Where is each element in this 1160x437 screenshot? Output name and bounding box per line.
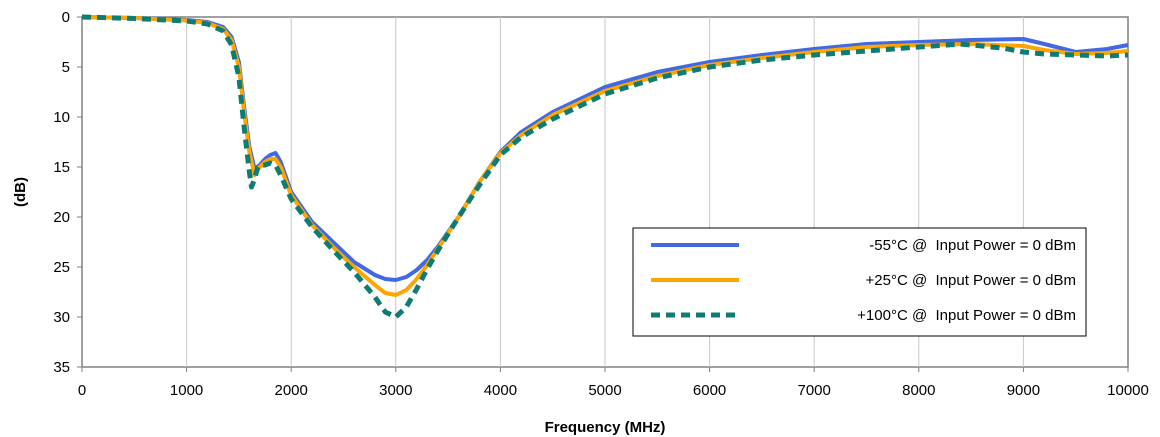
y-tick-label: 5 [62, 59, 70, 76]
y-axis-title: (dB) [12, 177, 29, 207]
y-tick-label: 25 [53, 259, 70, 276]
y-tick-label: 30 [53, 309, 70, 326]
x-tick-label: 10000 [1107, 382, 1149, 399]
x-tick-label: 7000 [798, 382, 831, 399]
x-tick-label: 2000 [275, 382, 308, 399]
x-tick-label: 3000 [379, 382, 412, 399]
legend-label-2: +25°C @ Input Power = 0 dBm [866, 272, 1077, 289]
y-tick-label: 0 [62, 9, 70, 26]
legend-label-3: +100°C @ Input Power = 0 dBm [857, 307, 1076, 324]
x-tick-label: 5000 [588, 382, 621, 399]
x-tick-labels: 0 1000 2000 3000 4000 5000 6000 7000 8000 9000 100… [78, 367, 1149, 399]
x-tick-label: 1000 [170, 382, 203, 399]
x-tick-label: 6000 [693, 382, 726, 399]
legend-label-1: -55°C @ Input Power = 0 dBm [869, 237, 1076, 254]
legend: -55°C @ Input Power = 0 dBm +25°C @ Input… [632, 227, 1087, 337]
y-tick-labels: 0 5 10 15 20 25 30 35 [53, 9, 82, 376]
x-tick-label: 4000 [484, 382, 517, 399]
series-line-2 [81, 15, 1129, 297]
x-tick-label: 8000 [902, 382, 935, 399]
series-layer [81, 14, 1129, 320]
y-tick-label: 35 [53, 359, 70, 376]
y-tick-label: 20 [53, 209, 70, 226]
series-line-3 [81, 14, 1129, 320]
x-axis-title: Frequency (MHz) [545, 419, 666, 436]
y-tick-label: 15 [53, 159, 70, 176]
y-tick-label: 10 [53, 109, 70, 126]
x-tick-label: 9000 [1007, 382, 1040, 399]
x-tick-label: 0 [78, 382, 86, 399]
